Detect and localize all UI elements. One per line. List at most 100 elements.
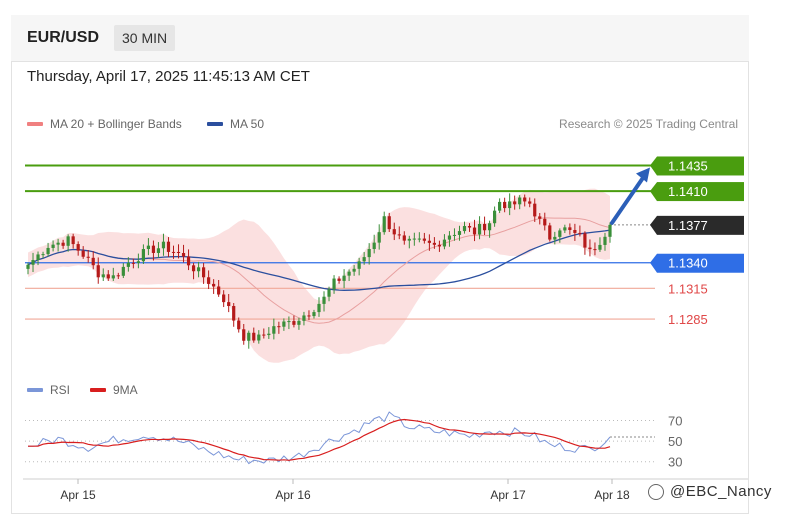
candle-body	[61, 242, 65, 246]
price-label-1.1340: 1.1340	[650, 253, 744, 273]
candle	[111, 267, 115, 281]
candle	[548, 222, 552, 242]
candle-body	[523, 197, 527, 202]
candle	[106, 270, 110, 281]
candle-body	[563, 227, 567, 231]
candle	[297, 317, 301, 330]
candle-body	[136, 261, 140, 263]
candle	[487, 220, 492, 238]
candle-body	[503, 201, 507, 209]
legend-ma50-label: MA 50	[230, 117, 265, 131]
candle	[523, 194, 527, 207]
candle-body	[292, 321, 296, 325]
candle-body	[377, 232, 381, 243]
candle-body	[81, 250, 85, 257]
candle	[51, 240, 55, 252]
candle-body	[533, 203, 537, 217]
candle	[568, 223, 572, 235]
candle-body	[101, 274, 105, 278]
candle	[116, 272, 120, 279]
rsi-ma-line	[28, 418, 611, 461]
rsi-tick-label: 70	[668, 413, 682, 428]
candle	[412, 232, 416, 246]
ma50-line	[27, 229, 611, 291]
candle-body	[568, 227, 572, 230]
candle	[181, 244, 186, 263]
candle	[292, 315, 296, 328]
candle	[36, 251, 40, 266]
symbol-label: EUR/USD	[27, 29, 100, 46]
candle	[477, 216, 482, 240]
candle	[227, 293, 231, 313]
candle	[538, 213, 542, 225]
candle-body	[342, 275, 346, 281]
candle	[232, 303, 236, 327]
timeframe-badge[interactable]: 30 MIN	[114, 25, 176, 51]
candle-body	[111, 275, 115, 279]
price-label-text: 1.1410	[668, 184, 708, 199]
candle	[593, 242, 597, 256]
candle	[397, 226, 401, 240]
candle	[202, 262, 206, 284]
candle	[242, 323, 246, 345]
candle-body	[26, 264, 30, 269]
candle	[332, 275, 336, 294]
x-tick-label: Apr 18	[594, 488, 630, 502]
candle-body	[538, 216, 542, 219]
candle-body	[227, 302, 231, 307]
candle-body	[322, 296, 326, 304]
candle-body	[477, 223, 482, 235]
candle-body	[287, 321, 291, 323]
timestamp: Thursday, April 17, 2025 11:45:13 AM CET	[27, 68, 310, 85]
candle-body	[302, 315, 306, 321]
price-label-text: 1.1377	[668, 218, 708, 233]
price-label-text: 1.1285	[668, 312, 708, 327]
x-tick-label: Apr 16	[275, 488, 311, 502]
watermark: @EBC_Nancy	[648, 483, 772, 500]
candle-body	[482, 223, 487, 231]
candle	[277, 321, 281, 334]
candle-body	[41, 254, 45, 256]
candle-body	[493, 210, 497, 224]
candle-body	[277, 326, 281, 328]
candle-body	[106, 274, 110, 279]
candle	[91, 251, 95, 270]
ma20-swatch	[27, 122, 43, 126]
legend-rsi-ma: 9MA	[90, 383, 138, 397]
candle-body	[141, 249, 145, 262]
candle	[141, 244, 145, 264]
candle	[543, 212, 547, 231]
candle	[302, 311, 306, 326]
candle-body	[56, 242, 60, 245]
candle	[327, 286, 331, 302]
candle	[498, 198, 502, 214]
candle	[166, 237, 171, 258]
candle-body	[252, 332, 256, 341]
candle-body	[151, 245, 156, 253]
candle	[71, 233, 75, 249]
candle	[518, 195, 522, 210]
rsi-ma-swatch	[90, 388, 106, 392]
candle-body	[156, 248, 161, 253]
candle-body	[191, 265, 196, 272]
candle	[553, 231, 557, 245]
candle	[217, 280, 221, 297]
candle	[513, 195, 517, 210]
price-label-bg	[657, 182, 744, 202]
candle	[41, 251, 45, 259]
candle-body	[543, 218, 547, 226]
candle	[362, 252, 366, 265]
candle-body	[86, 256, 90, 258]
candle	[422, 232, 426, 244]
candle-body	[467, 226, 472, 228]
candle-body	[146, 245, 151, 250]
ma50-swatch	[207, 122, 223, 126]
candle	[151, 240, 156, 261]
candle	[61, 239, 65, 249]
candle-body	[161, 241, 166, 249]
candle-body	[422, 238, 426, 241]
candle	[402, 231, 406, 245]
price-label-bg	[657, 156, 744, 176]
candle	[457, 225, 462, 241]
price-label-pointer	[650, 215, 657, 235]
